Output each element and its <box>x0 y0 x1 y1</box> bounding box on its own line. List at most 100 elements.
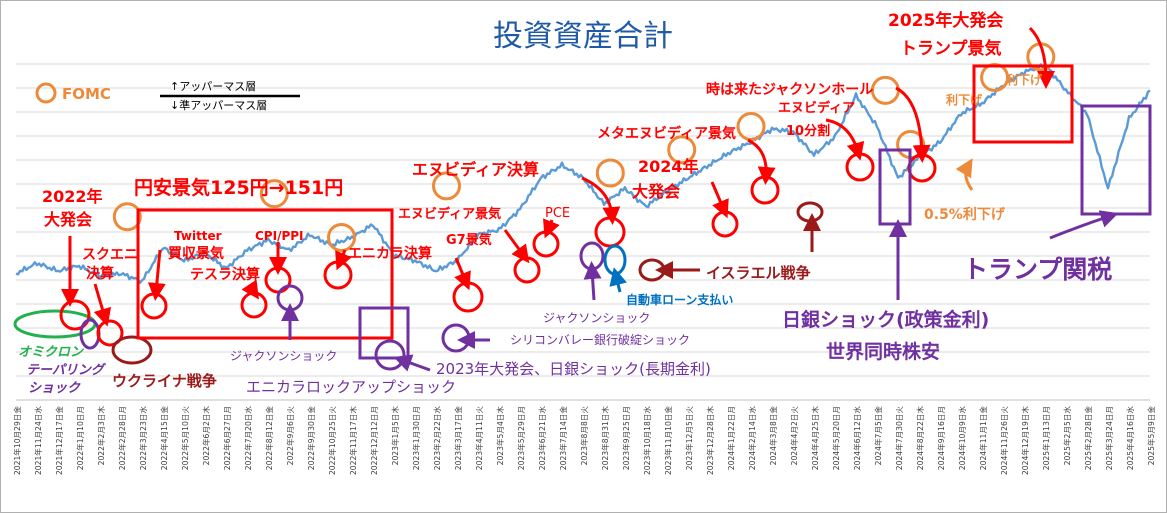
annotation-label: イスラエル戦争 <box>706 264 811 282</box>
x-tick-label: 2023年8月8日火 <box>579 406 589 466</box>
x-tick-label: 2021年11月24日水 <box>33 406 43 475</box>
annotation-label: 日銀ショック(政策金利) <box>782 308 989 331</box>
x-tick-label: 2022年6月2日木 <box>201 406 211 466</box>
annotation-label: メタエヌビディア景気 <box>597 125 736 142</box>
annotation-label: 大発会 <box>632 182 680 201</box>
x-tick-label: 2023年5月29日月 <box>516 406 526 470</box>
x-tick-label: 2023年7月14日金 <box>558 406 568 471</box>
annotation-label: テスラ決算 <box>190 266 260 283</box>
yen-box <box>136 208 394 340</box>
annotation-label: テーパリング <box>26 362 107 378</box>
annotation-label: ウクライナ戦争 <box>112 372 217 390</box>
annotation-arrow <box>1049 210 1119 240</box>
annotation-label: Twitter <box>174 229 222 243</box>
x-tick-label: 2023年1月5日木 <box>390 406 400 466</box>
x-tick-label: 2024年12月19日木 <box>1020 406 1030 475</box>
x-tick-label: 2021年10月29日金 <box>12 406 22 475</box>
x-tick-label: 2023年5月4日木 <box>495 406 505 466</box>
annotation-label: スクエニ <box>82 247 138 263</box>
annotation-label: エニカラ決算 <box>348 245 432 262</box>
x-tick-label: 2025年5月9日金 <box>1146 406 1156 466</box>
x-tick-label: 2023年12月28日木 <box>705 406 715 475</box>
x-tick-label: 2023年12月5日火 <box>684 406 694 471</box>
annotation-label: トランプ景気 <box>900 38 1002 59</box>
annotation-label: シリコンバレー銀行破綻ショック <box>510 332 690 347</box>
x-tick-label: 2023年4月11日火 <box>474 406 484 471</box>
x-tick-label: 2024年11月26日火 <box>999 406 1009 475</box>
x-tick-label: 2022年9月6日火 <box>285 406 295 466</box>
x-tick-label: 2024年5月20日月 <box>831 406 841 470</box>
annotation-arrow <box>895 86 931 163</box>
annotation-arrow <box>747 138 776 185</box>
fomc-marker <box>736 112 766 141</box>
legend-lower-mass: ↓準アッパーマス層 <box>170 98 267 112</box>
annotation-label: PCE <box>545 206 570 221</box>
x-tick-label: 2024年11月1日金 <box>978 406 988 471</box>
x-tick-label: 2023年11月10日金 <box>663 406 673 475</box>
annotation-label: 利下げ <box>1006 72 1043 87</box>
x-tick-label: 2023年8月31日木 <box>600 406 610 471</box>
annotation-label: 時は来たジャクソンホール <box>706 81 873 98</box>
annotation-label: CPI/PPI <box>255 229 304 243</box>
x-tick-label: 2024年8月22日木 <box>915 406 925 471</box>
annotation-label: 利下げ <box>946 92 983 107</box>
annotation-label: エヌビディア景気 <box>398 206 501 222</box>
fomc-marker <box>980 62 1010 92</box>
x-tick-label: 2022年6月27日月 <box>222 406 232 470</box>
annotation-label: 2025年大発会 <box>888 10 1003 31</box>
annotation-arrow <box>955 158 974 191</box>
annotation-label: エヌビディア <box>778 100 855 116</box>
x-tick-label: 2025年4月16日水 <box>1125 406 1135 471</box>
x-tick-label: 2022年7月20日水 <box>243 406 253 471</box>
annotation-arrow <box>335 249 352 271</box>
fomc-marker <box>667 135 697 165</box>
annotation-arrow <box>825 118 865 161</box>
x-tick-label: 2024年9月16日月 <box>936 406 946 470</box>
annotation-label: ジャクソンショック <box>543 311 650 325</box>
x-tick-label: 2022年9月30日金 <box>306 406 316 471</box>
annotation-arrow <box>710 181 729 219</box>
x-tick-label: 2022年5月10日火 <box>180 406 190 471</box>
annotation-label: 大発会 <box>44 210 92 229</box>
x-tick-label: 2024年10月9日水 <box>957 406 967 471</box>
annotation-label: 2024年 <box>638 157 699 176</box>
x-tick-label: 2022年2月28日月 <box>117 406 127 470</box>
x-tick-label: 2024年4月25日木 <box>810 406 820 471</box>
x-tick-label: 2024年6月12日水 <box>852 406 862 471</box>
x-tick-label: 2023年3月17日金 <box>453 406 463 471</box>
fomc-marker <box>432 171 461 201</box>
fomc-marker <box>595 158 625 188</box>
annotation-arrow <box>581 176 621 225</box>
x-tick-label: 2023年6月21日水 <box>537 406 547 471</box>
x-tick-label: 2025年3月24日月 <box>1104 406 1114 470</box>
annotation-arrow <box>454 257 471 291</box>
x-tick-label: 2024年7月30日火 <box>894 406 904 471</box>
x-tick-label: 2024年7月5日金 <box>873 406 883 466</box>
x-tick-label: 2025年2月5日水 <box>1062 406 1072 466</box>
x-tick-label: 2022年12月12日月 <box>369 406 379 475</box>
fomc-legend-label: FOMC <box>62 85 111 103</box>
legend-upper-mass: ↑アッパーマス層 <box>170 80 256 93</box>
x-tick-label: 2025年2月28日金 <box>1083 406 1093 471</box>
annotation-label: G7景気 <box>446 232 492 248</box>
x-tick-label: 2022年11月17日木 <box>348 406 358 475</box>
x-tick-label: 2024年3月8日金 <box>768 406 778 466</box>
annotation-arrow <box>241 279 259 300</box>
x-tick-label: 2023年2月22日水 <box>432 406 442 471</box>
annotation-label: 0.5%利下げ <box>924 206 1006 223</box>
annotation-label: 自動車ローン支払い <box>626 292 733 307</box>
annotation-arrow <box>93 283 112 327</box>
annotation-label: 2022年 <box>42 187 103 206</box>
annotation-arrow <box>503 229 530 264</box>
annotation-arrow <box>583 261 602 301</box>
annotation-arrow <box>393 354 431 372</box>
trump-box <box>972 64 1074 144</box>
war-ellipse <box>111 335 153 365</box>
enicara-box <box>358 306 410 360</box>
fomc-marker <box>259 179 289 209</box>
fomc-legend-icon <box>35 82 57 104</box>
annotation-label: エヌビディア決算 <box>412 160 539 179</box>
chart-title: 投資資産合計 <box>493 19 673 54</box>
annotation-label: オミクロン <box>18 345 84 360</box>
